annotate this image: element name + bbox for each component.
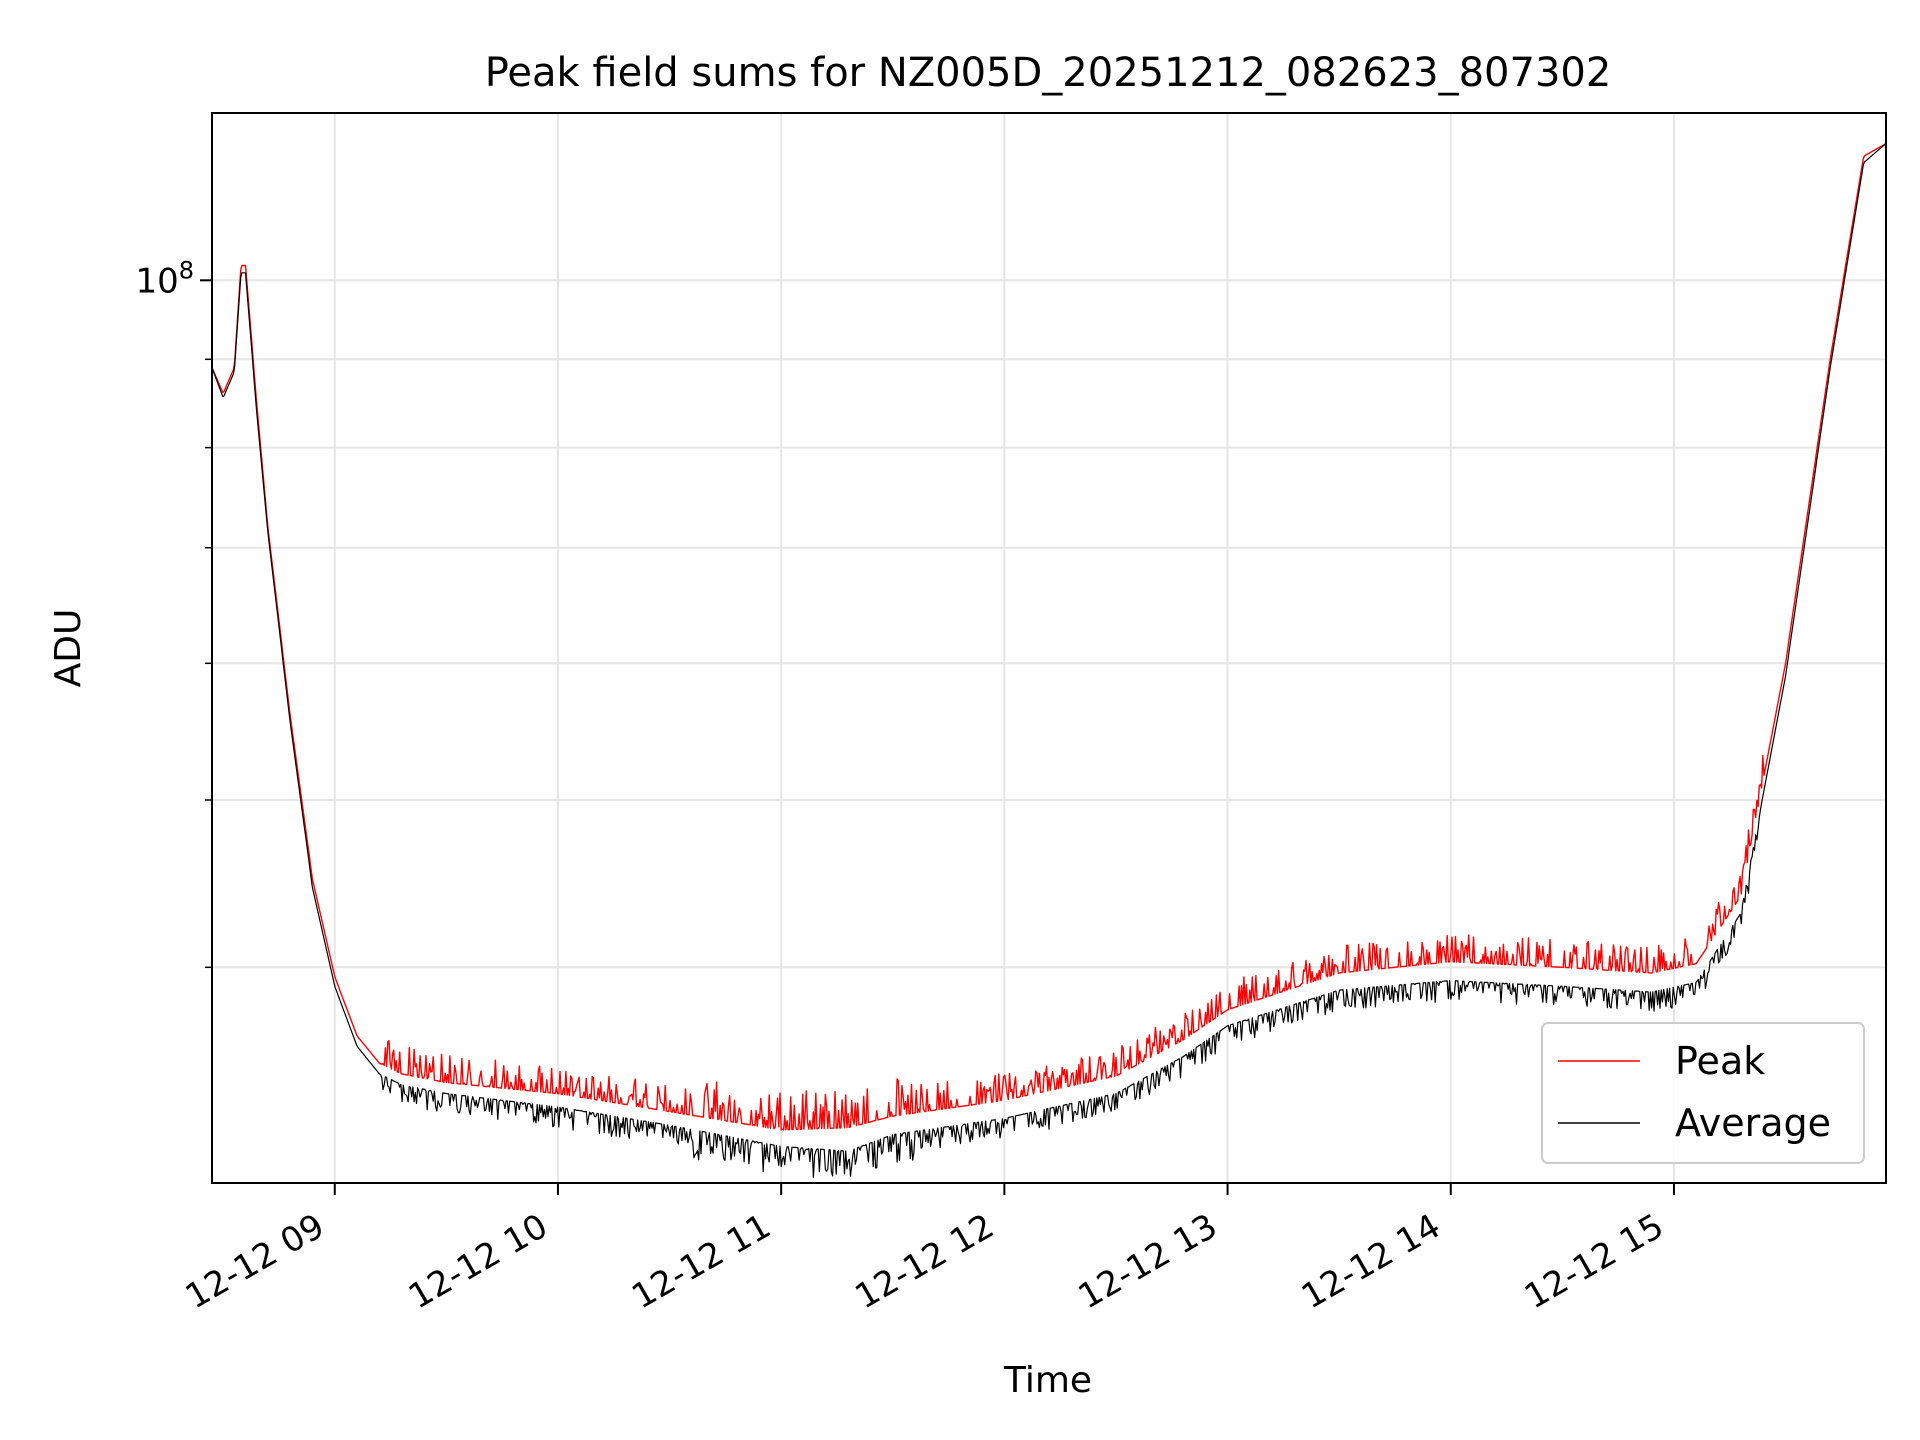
x-tick-label: 12-12 11 [625,1206,777,1317]
chart-title: Peak field sums for NZ005D_20251212_0826… [485,50,1612,96]
legend-box [1541,1022,1865,1164]
y-tick-label: 108 [135,256,194,301]
x-tick-label: 12-12 09 [179,1206,331,1317]
legend: Peak Average [1541,1022,1865,1164]
x-tick-label: 12-12 13 [1072,1206,1224,1317]
series-line-average [211,143,1887,1178]
x-tick-label: 12-12 10 [402,1206,554,1317]
x-tick-label: 12-12 15 [1518,1206,1670,1317]
x-tick-label: 12-12 12 [848,1206,1000,1317]
y-axis-label: ADU [48,609,89,688]
plot-frame [211,112,1887,1184]
x-tick-label: 12-12 14 [1295,1206,1447,1317]
x-axis-label: Time [1003,1360,1092,1401]
legend-label-peak: Peak [1675,1039,1765,1083]
tick-layer: 12-12 09 12-12 10 12-12 11 12-12 12 12-12 13… [135,256,1675,1317]
grid-layer [212,113,1886,1183]
series-layer [211,142,1887,1178]
legend-label-average: Average [1675,1101,1831,1145]
series-line-peak [211,142,1887,1131]
